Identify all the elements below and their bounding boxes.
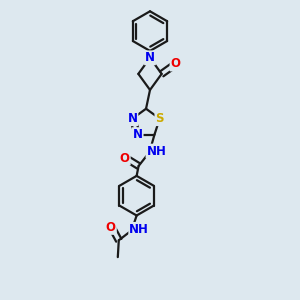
Text: O: O <box>106 221 116 234</box>
Text: O: O <box>170 58 181 70</box>
Text: N: N <box>133 128 142 141</box>
Text: NH: NH <box>146 145 167 158</box>
Text: NH: NH <box>129 223 149 236</box>
Text: S: S <box>155 112 164 125</box>
Text: N: N <box>128 112 137 125</box>
Text: O: O <box>120 152 130 164</box>
Text: N: N <box>145 51 155 64</box>
